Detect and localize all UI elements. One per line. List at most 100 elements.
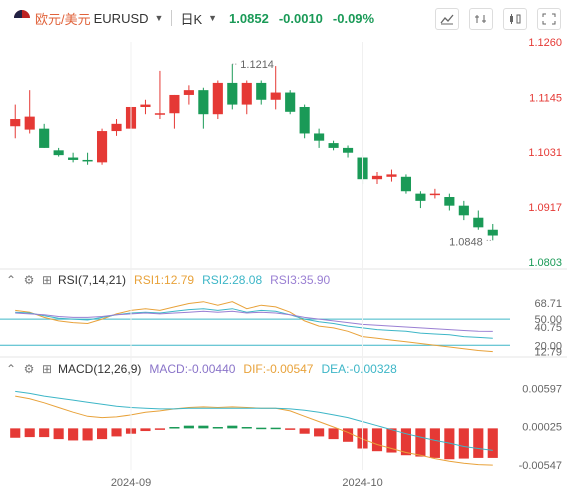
macd-bar [111,428,122,437]
dea-value: DEA:-0.00328 [321,362,397,376]
rsi-pane [0,301,510,353]
candle-body [227,82,238,105]
macd-bar [487,428,498,458]
rsi-axis-label: 50.00 [534,314,562,326]
candle-body [111,123,122,132]
candle-body [371,175,383,180]
candle-body [82,159,93,162]
macd-axis-label: 0.00597 [522,383,562,395]
candle-body [328,143,339,148]
price-axis-label: 1.0917 [528,202,562,214]
dif-value: DIF:-0.00547 [243,362,314,376]
candle-body [444,197,455,206]
candle-body [169,94,180,114]
collapse-icon[interactable]: ⌃ [5,362,17,376]
candle-body [458,205,469,216]
macd-bar [270,427,281,430]
candle-body [487,229,498,236]
macd-bar [24,428,35,438]
price-axis-label: 1.1145 [529,92,562,104]
price-change: -0.0010 [278,10,323,26]
collapse-icon[interactable]: ⌃ [5,273,17,287]
settings-icon[interactable]: ⚙ [23,362,35,376]
candle-body [10,119,21,127]
time-axis-label: 2024-10 [342,477,382,489]
macd-bar [429,428,440,458]
rsi-header: ⌃ ⚙ ⊞ RSI(7,14,21) RSI1:12.79 RSI2:28.08… [4,273,330,287]
add-icon[interactable]: ⊞ [41,362,53,376]
macd-value: MACD:-0.00440 [149,362,236,376]
period-selector[interactable]: 日K [180,11,203,27]
macd-bar [285,428,296,430]
candle-body [198,90,209,115]
candle-body [53,150,64,156]
macd-bar [68,428,79,441]
toolbar-buttons [435,8,561,30]
macd-header: ⌃ ⚙ ⊞ MACD(12,26,9) MACD:-0.00440 DIF:-0… [4,362,397,376]
macd-bar [371,428,383,452]
macd-bar [444,428,455,460]
indicator-icon[interactable] [503,8,527,30]
macd-bar [169,427,180,429]
candle-body [314,133,325,141]
macd-bar [53,428,64,440]
price-axis-label: 1.1031 [528,147,562,159]
toolbar-divider [171,10,173,26]
time-axis-label: 2024-09 [111,477,151,489]
candle-body [429,193,440,196]
symbol-code[interactable]: EURUSD [93,10,149,26]
axes: 1.1260 1.1145 1.1031 1.0917 1.0803 68.71 50.00… [0,37,567,489]
rsi-axis-label: 12.79 [534,347,562,359]
fullscreen-icon[interactable] [537,8,561,30]
candle-body [386,174,397,177]
macd-bar [328,428,339,440]
period-dropdown-icon[interactable]: ▼ [208,13,218,23]
candle-body [68,157,79,160]
candle-body [39,128,50,148]
macd-bar [39,428,50,438]
candle-body [400,176,412,192]
macd-bar [400,428,412,456]
macd-bar [256,427,267,430]
line-chart-icon[interactable] [435,8,459,30]
candle-body [256,82,267,100]
candle-body [285,92,296,112]
candle-body [270,92,281,100]
candle-body [342,147,354,153]
settings-icon[interactable]: ⚙ [23,273,35,287]
symbol-name[interactable]: 欧元/美元 [35,11,91,27]
candle-body [299,106,310,134]
macd-bar [241,427,252,429]
rsi-line-rsi3 [15,310,493,332]
candle-body [212,82,223,115]
add-icon[interactable]: ⊞ [41,273,53,287]
macd-label[interactable]: MACD(12,26,9) [58,362,142,376]
compare-icon[interactable] [469,8,493,30]
macd-bar [96,428,108,440]
rsi1-value: RSI1:12.79 [134,273,195,287]
macd-bar [299,428,310,434]
macd-bar [198,425,209,429]
rsi3-value: RSI3:35.90 [270,273,331,287]
rsi-label[interactable]: RSI(7,14,21) [58,273,127,287]
macd-bar [473,428,484,458]
symbol-dropdown-icon[interactable]: ▼ [154,13,164,23]
candle-body [473,217,484,228]
high-price-label: 1.1214 [240,59,274,71]
macd-bar [342,428,354,442]
rsi-axis-label: 40.75 [534,322,562,334]
macd-bar [227,425,238,429]
price-change-pct: -0.09% [332,10,375,26]
macd-bar [314,428,325,437]
candle-body [154,113,166,115]
price-axis-label: 1.0803 [528,257,562,269]
dea-line [15,390,493,451]
rsi-axis-label: 20.00 [534,340,562,352]
macd-bar [10,428,21,438]
candle-body [183,90,194,95]
candle-body [415,193,426,201]
macd-axis-label: -0.00547 [519,460,562,472]
rsi-line-rsi2 [15,308,493,339]
macd-bar [212,427,223,429]
